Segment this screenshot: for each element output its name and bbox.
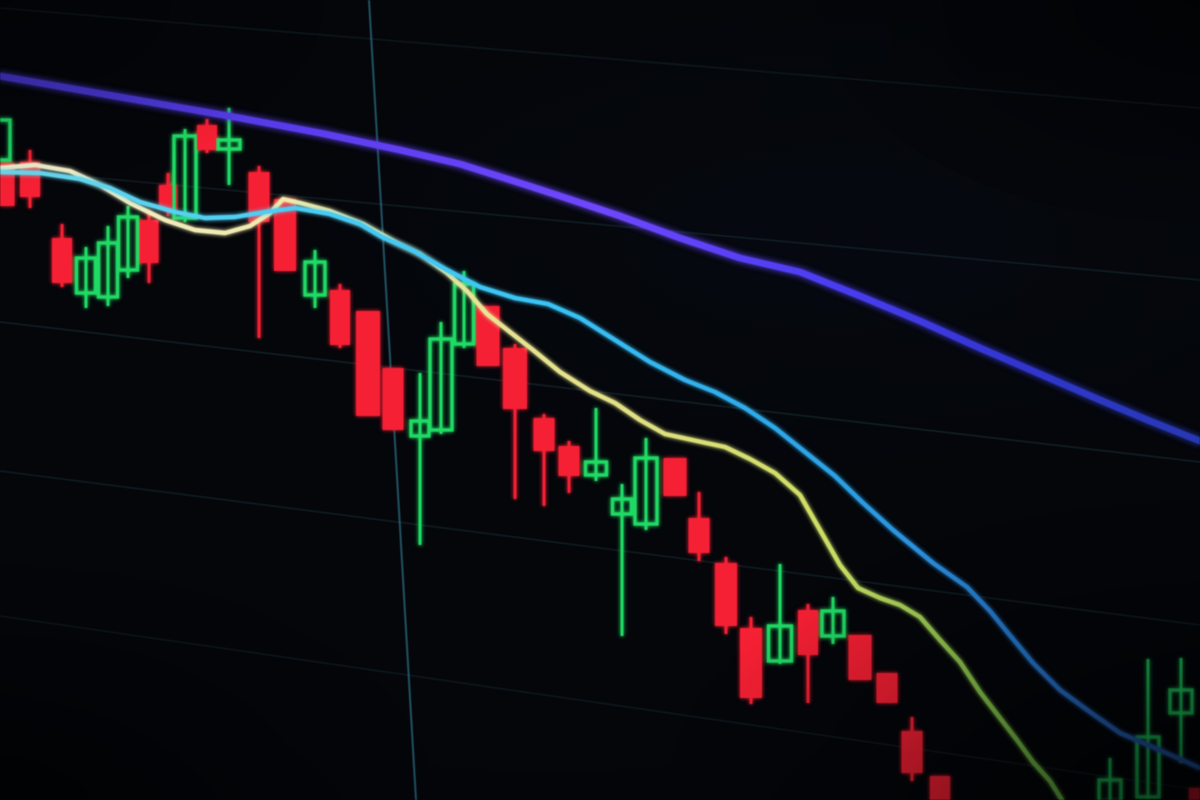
moving-average-yellow-green: [0, 162, 1065, 800]
moving-average-cyan: [0, 169, 1200, 771]
moving-average-purple: [0, 72, 1200, 445]
